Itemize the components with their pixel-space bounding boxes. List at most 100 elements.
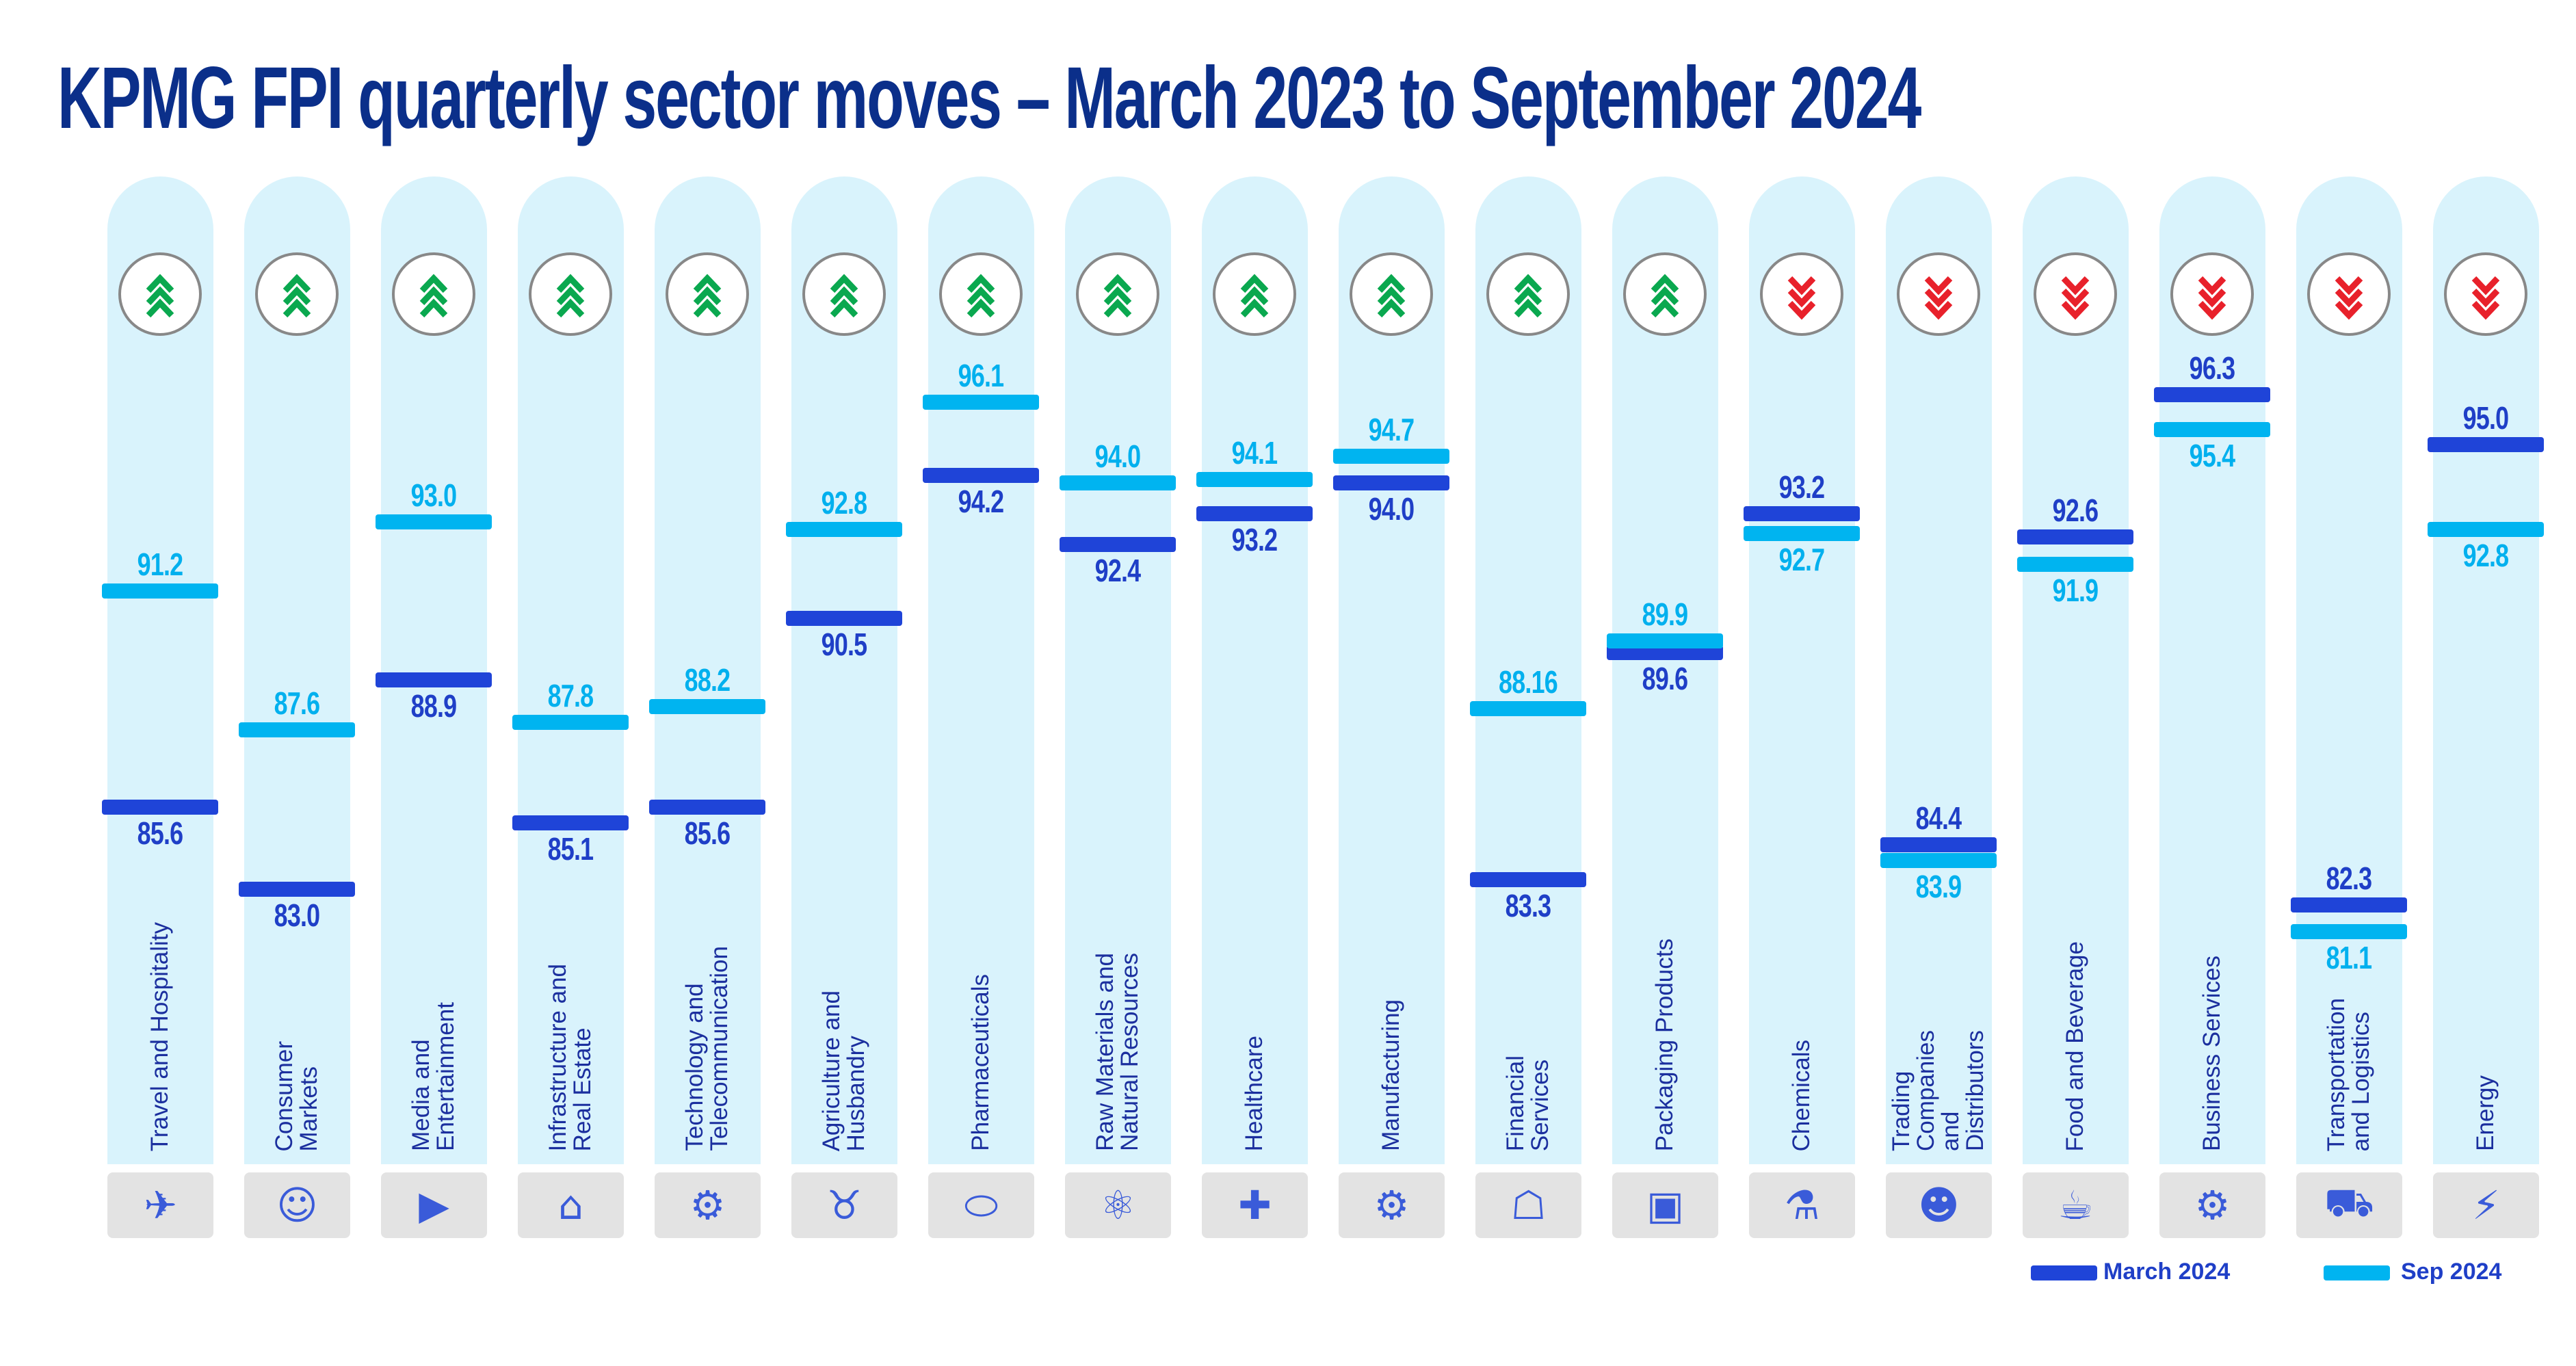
atom-icon: ⚛ [1065,1172,1171,1238]
trend-up-icon [392,252,475,336]
bar-march-2024 [1880,837,1997,853]
sector-column [928,176,1034,1164]
data-label: 93.2 [1778,469,1825,505]
data-label: 89.9 [1642,596,1688,633]
medical-cross-hand-icon: ✚ [1202,1172,1308,1238]
trend-down-icon [2170,252,2254,336]
data-label: 92.4 [1094,553,1141,589]
bar-sep-2024 [1607,633,1723,649]
bar-sep-2024 [2291,924,2407,939]
sector-label: Manufacturing [1378,999,1404,1151]
group-icon: ☻ [1886,1172,1992,1238]
legend-label-sep-2024: Sep 2024 [2401,1259,2502,1285]
sector-label: Agriculture and Husbandry [818,990,869,1151]
video-camera-icon: ▶ [381,1172,487,1238]
bar-march-2024 [1060,537,1176,553]
sector-column [1886,176,1992,1164]
trend-down-icon [1897,252,1980,336]
bar-march-2024 [1470,872,1586,888]
sector-column [1065,176,1171,1164]
bar-sep-2024 [1196,471,1313,487]
sector-column [1612,176,1718,1164]
bar-sep-2024 [923,395,1039,410]
sector-label: Healthcare [1241,1035,1267,1151]
sector-label: Consumer Markets [271,1040,322,1151]
data-label: 83.3 [1505,888,1551,924]
data-label: 93.0 [410,477,457,513]
bar-sep-2024 [1470,700,1586,716]
legend-label-march-2024: March 2024 [2103,1259,2231,1285]
trend-up-icon [1623,252,1707,336]
sector-column [2433,176,2539,1164]
trend-down-icon [2034,252,2117,336]
bar-sep-2024 [1333,449,1449,464]
sector-column [518,176,624,1164]
trend-up-icon [255,252,339,336]
flask-icon: ⚗ [1749,1172,1855,1238]
data-label: 88.16 [1499,664,1558,700]
data-label: 88.9 [410,687,457,724]
bar-sep-2024 [2154,421,2270,437]
chart-title: KPMG FPI quarterly sector moves – March … [57,49,1921,147]
trend-down-icon [1760,252,1843,336]
data-label: 92.8 [2462,537,2509,573]
gear-wrench-icon: ⚙ [1339,1172,1445,1238]
bar-sep-2024 [1744,525,1860,541]
truck-icon: ⛟ [2296,1172,2402,1238]
bar-sep-2024 [2428,521,2544,537]
sector-label: Transportation and Logistics [2323,997,2374,1151]
data-label: 85.1 [547,831,594,867]
sector-label: Pharmaceuticals [967,974,994,1151]
sector-column [244,176,350,1164]
bar-march-2024 [1744,506,1860,522]
sector-label: Travel and Hospitality [146,921,173,1151]
data-label: 95.0 [2462,400,2509,436]
data-label: 84.4 [1915,800,1962,837]
data-label: 90.5 [821,626,867,662]
bar-march-2024 [786,610,902,626]
data-label: 83.0 [274,897,320,933]
bar-sep-2024 [786,521,902,537]
data-label: 92.7 [1778,541,1825,577]
gear-hand-icon: ⚙ [2159,1172,2265,1238]
bar-march-2024 [649,800,765,815]
tech-head-icon: ⚙ [655,1172,761,1238]
trend-up-icon [1076,252,1159,336]
data-label: 92.8 [821,484,867,521]
person-icon: ☺ [244,1172,350,1238]
data-label: 96.1 [958,358,1004,394]
data-label: 94.7 [1368,412,1415,448]
data-label: 82.3 [2326,860,2372,896]
sector-column [381,176,487,1164]
sector-column [2296,176,2402,1164]
bar-march-2024 [1196,506,1313,522]
trend-up-icon [1486,252,1570,336]
box-icon: ▣ [1612,1172,1718,1238]
bull-icon: ♉ [791,1172,897,1238]
trend-up-icon [802,252,886,336]
sector-label: Media and Entertainment [408,1002,459,1151]
data-label: 94.2 [958,484,1004,520]
data-label: 87.8 [547,677,594,713]
bar-sep-2024 [1880,853,1997,869]
bar-march-2024 [376,672,492,687]
lightning-icon: ⚡ [2433,1172,2539,1238]
data-label: 94.0 [1094,438,1141,475]
sector-column [1202,176,1308,1164]
sector-label: Chemicals [1788,1039,1815,1151]
bar-march-2024 [102,800,218,815]
data-label: 89.6 [1642,661,1688,697]
burger-drink-icon: ☕ [2023,1172,2129,1238]
sector-column [1339,176,1445,1164]
bar-sep-2024 [239,722,355,738]
data-label: 85.6 [684,815,731,851]
bar-march-2024 [2291,897,2407,912]
data-label: 87.6 [274,685,320,722]
sector-label: Technology and Telecommunication [681,946,733,1151]
bar-march-2024 [923,468,1039,484]
bar-march-2024 [512,815,629,831]
bar-march-2024 [239,882,355,897]
bar-sep-2024 [512,714,629,730]
sector-column [107,176,213,1164]
sector-column [791,176,897,1164]
